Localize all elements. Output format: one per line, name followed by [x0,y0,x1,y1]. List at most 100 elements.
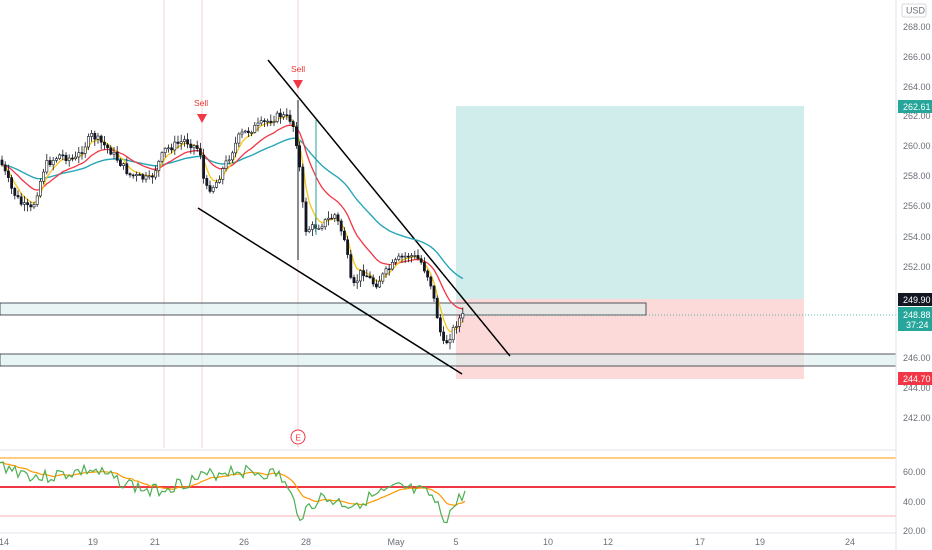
candle-body [48,160,52,166]
candle-body [119,159,122,166]
price-tick-label: 242.00 [903,413,931,423]
candle-body [403,255,407,258]
candle-body [35,195,39,205]
candle-body [454,326,458,328]
candle-body [144,175,148,180]
time-axis[interactable]: 14 19 21 26 28 May 5 10 12 17 19 24 [0,537,855,547]
candle-body [218,179,222,183]
candle-body [163,148,167,153]
candle-body [199,148,202,156]
candle-body [128,173,132,176]
time-tick-label: 5 [453,537,458,547]
candle-body [151,175,154,178]
candle-body [106,144,110,149]
support-box[interactable] [0,353,897,367]
candle-body [173,141,177,151]
candle-body [378,280,382,288]
candle-body [333,214,337,219]
candle-body [7,170,10,178]
sell-arrow-1-icon[interactable] [197,114,207,123]
trendline-lower[interactable] [197,207,463,375]
resistance-box[interactable] [0,302,647,316]
candle-body [64,154,68,161]
currency-badge[interactable] [901,3,927,18]
time-tick-label: 12 [603,537,613,547]
candle-body [160,152,164,162]
candles[interactable] [0,100,465,350]
candle-body [87,136,90,148]
candle-body [205,178,209,186]
time-tick-label: 28 [301,537,311,547]
candle-body [0,159,4,166]
sell-arrow-2-icon[interactable] [293,80,303,89]
candle-body [90,133,94,137]
stop-price-label: 244.70 [903,374,931,384]
candle-body [202,154,206,179]
earnings-label: E [296,434,301,443]
candle-body [387,268,391,271]
candle-body [176,141,180,144]
candle-body [381,273,385,282]
candle-body [138,174,142,176]
candle-body [275,112,279,122]
price-tick-label: 246.00 [903,353,931,363]
reward-zone[interactable] [456,106,804,299]
price-axis[interactable]: 268.00 266.00 264.00 262.00 260.00 258.00 256.… [903,22,931,423]
candle-body [256,122,260,126]
time-tick-label: 19 [88,537,98,547]
candle-body [448,339,452,344]
candle-body [125,163,129,174]
candle-body [346,239,350,255]
candle-body [192,145,196,149]
candle-body [38,180,42,197]
trendline-upper[interactable] [267,59,511,357]
candle-body [323,219,327,228]
candle-body [234,142,238,154]
candle-body [215,182,218,188]
candle-body [365,275,369,278]
price-tick-label: 254.00 [903,232,931,242]
candle-body [147,175,151,178]
candle-body [349,254,353,278]
candle-body [266,120,270,123]
candle-body [96,135,100,140]
candle-body [278,112,282,118]
candle-body [195,145,199,149]
sell-label-2: Sell [291,64,305,74]
candle-body [103,141,106,146]
target-price-label: 262.61 [903,102,931,112]
candle-body [211,187,215,192]
candle-body [3,164,7,172]
sell-label-1: Sell [194,98,208,108]
candle-body [93,133,97,140]
oscillator-axis[interactable]: 60.00 40.00 20.00 [903,467,926,536]
candle-body [397,255,401,260]
candle-body [67,157,71,161]
candle-body [227,159,231,162]
candle-body [240,131,244,135]
candle-body [304,201,308,232]
earnings-marker-icon[interactable] [290,429,306,445]
candle-body [339,220,343,232]
time-tick-label: 21 [150,537,160,547]
candle-body [83,146,87,154]
candle-body [154,170,158,178]
candle-body [285,114,289,117]
candle-body [170,147,174,151]
last-price-box [898,307,932,331]
candle-body [394,259,398,263]
candle-body [416,255,420,259]
candle-body [122,163,126,166]
candle-body [362,270,366,277]
candle-body [438,317,442,333]
price-tick-label: 264.00 [903,82,931,92]
candle-body [247,130,250,134]
candle-body [221,168,225,180]
candle-body [291,121,295,127]
candle-body [374,283,378,288]
candle-body [141,174,145,180]
candle-body [224,160,228,169]
candle-body [109,147,113,155]
candle-body [157,160,161,171]
